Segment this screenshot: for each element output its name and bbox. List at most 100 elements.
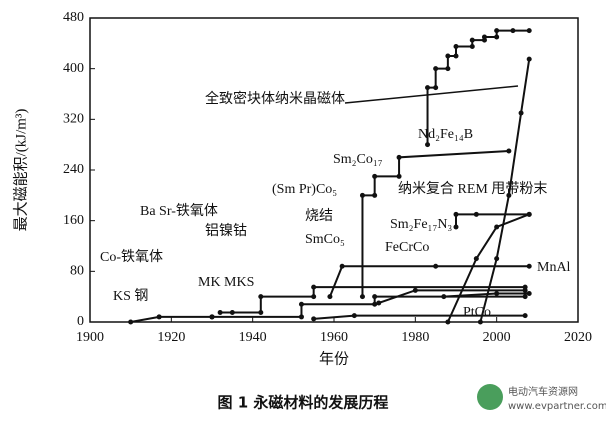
point <box>526 56 532 62</box>
point <box>433 263 439 269</box>
annotation: 纳米复合 REM 甩带粉末 <box>398 180 547 197</box>
point <box>372 173 378 179</box>
point <box>209 314 215 320</box>
point <box>453 53 459 59</box>
point <box>372 301 378 307</box>
x-tick-label: 1980 <box>401 330 429 345</box>
point <box>469 37 475 43</box>
point <box>526 263 532 269</box>
point <box>229 310 235 315</box>
point <box>522 313 528 319</box>
y-axis-title: 最大磁能积/(kJ/m³) <box>12 109 29 232</box>
point <box>258 310 264 315</box>
watermark-logo <box>477 384 503 410</box>
point <box>372 294 378 300</box>
y-tick-label: 240 <box>63 162 84 177</box>
annotation: 全致密块体纳米晶磁体 <box>205 90 345 107</box>
x-tick-label: 1960 <box>320 330 348 345</box>
point <box>425 85 431 91</box>
watermark-url: www.evpartner.com <box>508 401 606 412</box>
point <box>522 287 528 293</box>
point <box>351 313 357 319</box>
y-tick-label: 400 <box>63 61 84 76</box>
x-tick-label: 2020 <box>564 330 592 345</box>
point <box>327 294 333 300</box>
x-tick-label: 1920 <box>157 330 185 345</box>
point <box>473 211 479 217</box>
x-tick-label: 1940 <box>239 330 267 345</box>
point <box>396 154 402 160</box>
annotation: MnAl <box>537 260 571 275</box>
point <box>506 148 512 154</box>
series-line <box>455 213 530 227</box>
annotation: 铝镍钴 <box>205 223 247 239</box>
y-tick-label: 480 <box>63 10 84 25</box>
point <box>522 294 528 300</box>
y-tick-label: 0 <box>77 314 84 329</box>
annotation: MK MKS <box>198 275 254 290</box>
point <box>433 66 439 72</box>
x-tick-label: 2000 <box>483 330 511 345</box>
x-axis-title: 年份 <box>319 350 349 367</box>
point <box>477 319 483 325</box>
point <box>494 291 500 296</box>
point <box>376 300 382 306</box>
point <box>494 224 500 230</box>
point <box>311 284 317 290</box>
point <box>518 110 524 116</box>
plot-frame <box>89 17 579 323</box>
point <box>510 28 516 34</box>
point <box>453 211 459 217</box>
point <box>425 142 431 148</box>
annotation: (Sm Pr)Co₅ <box>272 182 337 197</box>
annotation: PtCo <box>463 305 491 320</box>
point <box>156 314 162 320</box>
point <box>311 294 317 300</box>
point <box>217 310 223 315</box>
point <box>298 301 304 307</box>
y-tick-label: 320 <box>63 112 84 127</box>
point <box>372 192 378 198</box>
point <box>453 224 459 230</box>
leader-line <box>344 85 519 104</box>
series-line <box>329 265 530 298</box>
series-line <box>313 314 526 320</box>
annotation: Ba Sr-铁氧体 <box>140 203 218 219</box>
point <box>453 44 459 49</box>
annotation: Sm₂Fe₁₇N₃ <box>390 217 452 232</box>
point <box>339 263 345 269</box>
point <box>412 287 418 293</box>
y-tick-label: 80 <box>70 264 84 279</box>
point <box>526 291 532 296</box>
annotation: KS 钢 <box>113 288 148 304</box>
point <box>494 256 500 262</box>
point <box>494 28 500 34</box>
annotation: Nd₂Fe₁₄B <box>418 127 473 142</box>
point <box>298 314 304 320</box>
point <box>473 256 479 262</box>
annotation: 烧结 <box>305 208 333 224</box>
point <box>481 34 487 40</box>
point <box>433 85 439 91</box>
series-line <box>426 29 530 145</box>
y-tick-label: 160 <box>63 213 84 228</box>
watermark-text: 电动汽车资源网 <box>508 385 578 398</box>
point <box>494 34 500 40</box>
point <box>469 44 475 49</box>
caption: 图 1 永磁材料的发展历程 <box>218 394 389 412</box>
point <box>311 316 317 322</box>
point <box>396 173 402 179</box>
point <box>359 192 365 198</box>
point <box>359 294 365 300</box>
point <box>526 211 532 217</box>
point <box>128 319 134 325</box>
point <box>445 66 451 72</box>
point <box>258 294 264 300</box>
x-tick-label: 1900 <box>76 330 104 345</box>
point <box>526 28 532 34</box>
annotation: Co-铁氧体 <box>100 249 163 265</box>
point <box>445 53 451 59</box>
point <box>441 294 447 300</box>
annotation: FeCrCo <box>385 240 429 255</box>
